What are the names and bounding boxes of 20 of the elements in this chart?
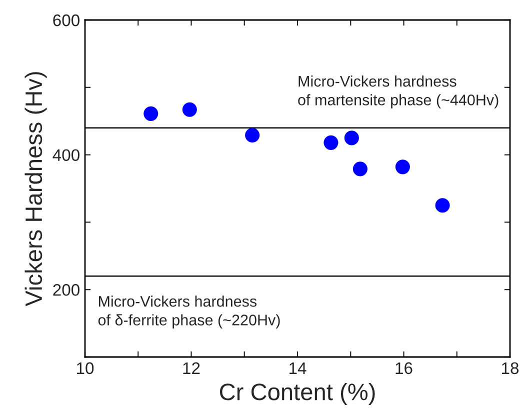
ref-line-label: Micro-Vickers hardness of martensite phase (~440Hv)	[298, 75, 498, 108]
x-tick-label: 16	[396, 362, 412, 374]
point	[324, 135, 338, 150]
y-tick-label: 200	[53, 284, 80, 296]
x-tick-label: 10	[77, 362, 94, 374]
point	[144, 106, 158, 121]
point	[395, 160, 410, 174]
x-tick-label: 18	[502, 362, 519, 374]
point	[245, 128, 260, 143]
ref-line-label: Micro-Vickers hardness of δ-ferrite phase (~220Hv)	[98, 296, 280, 328]
y-tick-label: 600	[53, 14, 80, 26]
point	[344, 130, 359, 146]
x-tick-label: 14	[290, 362, 306, 374]
x-tick-label: 12	[183, 362, 200, 374]
y-axis-title: Vickers Hardness (Hv)	[24, 72, 47, 306]
y-tick-label: 400	[52, 149, 80, 162]
point	[435, 198, 450, 213]
point	[352, 162, 368, 176]
x-axis-title: Cr Content (%)	[220, 382, 375, 405]
point	[182, 102, 197, 117]
